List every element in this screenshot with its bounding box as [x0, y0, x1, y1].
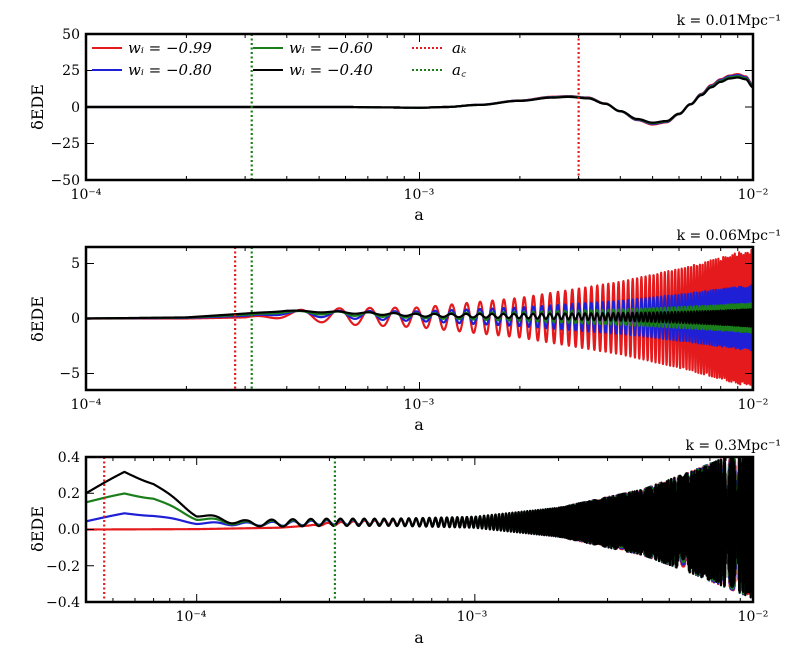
panel-1-xtick-label: 10⁻³ — [404, 187, 435, 203]
panel-3-xtick-label: 10⁻⁴ — [176, 609, 207, 625]
legend-entry: aₖ — [412, 39, 467, 57]
panel-3-plot-area — [86, 457, 753, 602]
panel-1-ytick-labels: 50 25 0 −25 −50 — [50, 27, 80, 189]
panel-1-ytick-label: 50 — [62, 27, 80, 43]
panel-2-ytick-labels: 5 0 −5 — [59, 256, 80, 382]
legend-label: wᵢ = −0.80 — [128, 61, 212, 79]
legend-label: a꜀ — [452, 61, 467, 79]
legend-label: wᵢ = −0.99 — [128, 39, 212, 57]
panel-1-ytick-label: 0 — [71, 100, 80, 116]
panel-3-ytick-label: 0.0 — [58, 522, 80, 538]
panel-1-title: k = 0.01Mpc⁻¹ — [677, 13, 781, 29]
legend-label: aₖ — [452, 39, 467, 57]
panel-3-ytick-label: −0.4 — [46, 595, 80, 611]
legend-entry: wᵢ = −0.40 — [253, 61, 373, 79]
panel-2-xtick-label: 10⁻⁴ — [71, 397, 102, 413]
legend-entry: wᵢ = −0.99 — [92, 39, 212, 57]
panel-1-ytick-label: −50 — [50, 173, 80, 189]
panel-2-xtick-label: 10⁻³ — [404, 397, 435, 413]
panel-1-xlabel: a — [414, 205, 424, 224]
panel-3: k = 0.3Mpc⁻¹ 0.4 0.2 0.0 −0.2 −0.4 10⁻⁴ … — [28, 438, 781, 647]
panel-3-ytick-label: −0.2 — [46, 559, 80, 575]
panel-1: k = 0.01Mpc⁻¹ 50 25 0 −25 −50 10⁻⁴ 10⁻³ … — [28, 13, 781, 224]
legend: wᵢ = −0.99 wᵢ = −0.80 wᵢ = −0.60 wᵢ = −0… — [92, 39, 467, 79]
panel-1-plot-area — [86, 34, 753, 180]
panel-2-plot-area — [86, 247, 753, 390]
panel-3-ylabel: δEDE — [28, 506, 47, 552]
panel-3-xtick-label: 10⁻² — [738, 609, 769, 625]
series-line-3 — [86, 75, 753, 125]
panel-1-xtick-label: 10⁻² — [738, 187, 769, 203]
panel-2-ytick-label: 5 — [71, 256, 80, 272]
panel-1-ytick-label: 25 — [62, 63, 80, 79]
panel-3-ytick-label: 0.2 — [58, 486, 80, 502]
panel-3-xtick-labels: 10⁻⁴ 10⁻³ 10⁻² — [176, 609, 769, 625]
panel-3-ticks — [85, 456, 754, 603]
panel-1-ytick-label: −25 — [50, 136, 80, 152]
series-line-2 — [86, 74, 753, 125]
panel-3-ytick-labels: 0.4 0.2 0.0 −0.2 −0.4 — [46, 450, 80, 611]
legend-label: wᵢ = −0.40 — [289, 61, 373, 79]
panel-2: k = 0.06Mpc⁻¹ 5 0 −5 10⁻⁴ 10⁻³ 10⁻² a δE… — [28, 228, 781, 434]
panel-3-ytick-label: 0.4 — [58, 450, 80, 466]
series-line-4 — [86, 457, 753, 599]
panel-3-title: k = 0.3Mpc⁻¹ — [685, 438, 781, 454]
panel-2-xtick-labels: 10⁻⁴ 10⁻³ 10⁻² — [71, 397, 769, 413]
panel-3-xlabel: a — [414, 628, 424, 647]
panel-2-xtick-label: 10⁻² — [738, 397, 769, 413]
panel-2-ylabel: δEDE — [28, 296, 47, 342]
series-line-1 — [86, 73, 753, 126]
panel-2-ytick-label: 0 — [71, 311, 80, 327]
panel-2-ytick-label: −5 — [59, 366, 80, 382]
panel-1-ticks — [85, 33, 754, 181]
panel-2-xlabel: a — [414, 415, 424, 434]
panel-2-ticks — [85, 247, 754, 390]
panel-1-ylabel: δEDE — [28, 84, 47, 130]
panel-1-xtick-label: 10⁻⁴ — [71, 187, 102, 203]
legend-entry: wᵢ = −0.80 — [92, 61, 212, 79]
legend-label: wᵢ = −0.60 — [289, 39, 373, 57]
panel-1-xtick-labels: 10⁻⁴ 10⁻³ 10⁻² — [71, 187, 769, 203]
legend-entry: wᵢ = −0.60 — [253, 39, 373, 57]
series-line-4 — [86, 76, 753, 124]
panel-3-xtick-label: 10⁻³ — [457, 609, 488, 625]
panel-2-title: k = 0.06Mpc⁻¹ — [677, 228, 781, 244]
legend-entry: a꜀ — [412, 61, 467, 79]
series-line-4 — [86, 308, 753, 328]
